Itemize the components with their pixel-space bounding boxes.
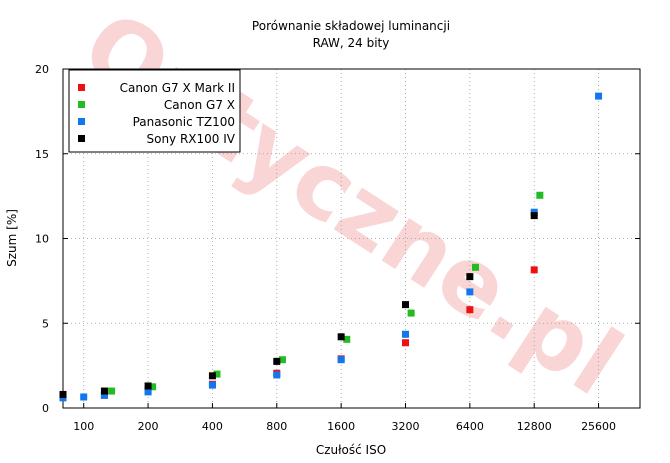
data-point-sony-rx100-iv — [466, 273, 474, 281]
data-point-canon-g7-x — [108, 387, 116, 395]
x-tick-label: 12800 — [517, 420, 552, 433]
legend-marker — [78, 101, 85, 108]
data-point-panasonic-tz100 — [337, 356, 345, 364]
x-tick-label: 3200 — [391, 420, 419, 433]
data-points — [59, 92, 603, 402]
chart-title: Porównanie składowej luminancji — [252, 19, 450, 33]
legend-marker — [78, 135, 85, 142]
data-point-canon-g7-x — [343, 335, 351, 343]
legend-box — [68, 69, 241, 153]
x-tick-label: 200 — [138, 420, 159, 433]
data-point-canon-g7-x-mark-ii — [530, 266, 538, 274]
watermark: Optyczne.pl — [65, 0, 640, 416]
legend-marker — [78, 84, 85, 91]
x-tick-label: 6400 — [456, 420, 484, 433]
data-point-panasonic-tz100 — [401, 330, 409, 338]
y-tick-label: 20 — [35, 63, 49, 76]
data-point-sony-rx100-iv — [59, 390, 67, 398]
data-point-sony-rx100-iv — [401, 301, 409, 309]
chart-subtitle: RAW, 24 bity — [313, 36, 390, 50]
y-tick-label: 0 — [42, 402, 49, 415]
data-point-canon-g7-x — [536, 191, 544, 199]
legend-label: Panasonic TZ100 — [133, 115, 235, 129]
x-tick-label: 25600 — [581, 420, 616, 433]
x-tick-label: 800 — [266, 420, 287, 433]
data-point-panasonic-tz100 — [595, 92, 603, 100]
data-point-canon-g7-x — [407, 309, 415, 317]
data-point-canon-g7-x-mark-ii — [466, 306, 474, 314]
x-axis-label: Czułość ISO — [316, 443, 386, 457]
legend-label: Sony RX100 IV — [146, 132, 235, 146]
x-tick-label: 100 — [73, 420, 94, 433]
data-point-canon-g7-x-mark-ii — [401, 339, 409, 347]
data-point-panasonic-tz100 — [466, 288, 474, 296]
data-point-panasonic-tz100 — [100, 391, 108, 399]
y-tick-label: 10 — [35, 233, 49, 246]
data-point-canon-g7-x — [278, 356, 286, 364]
data-point-canon-g7-x — [213, 370, 221, 378]
data-point-sony-rx100-iv — [144, 382, 152, 390]
data-point-sony-rx100-iv — [337, 333, 345, 341]
data-point-sony-rx100-iv — [273, 357, 281, 365]
y-tick-label: 5 — [42, 317, 49, 330]
data-point-sony-rx100-iv — [530, 212, 538, 220]
legend: Canon G7 X Mark II Canon G7 X Panasonic TZ… — [68, 69, 241, 153]
data-point-panasonic-tz100 — [273, 371, 281, 379]
x-tick-label: 1600 — [327, 420, 355, 433]
data-point-sony-rx100-iv — [100, 387, 108, 395]
y-axis-label: Szum [%] — [5, 209, 19, 267]
legend-label: Canon G7 X — [164, 98, 235, 112]
legend-label: Canon G7 X Mark II — [120, 81, 235, 95]
data-point-canon-g7-x — [471, 263, 479, 271]
data-point-canon-g7-x — [149, 383, 157, 391]
plot-frame — [62, 68, 641, 409]
data-point-panasonic-tz100 — [144, 388, 152, 396]
data-point-panasonic-tz100 — [80, 393, 88, 401]
y-tick-label: 15 — [35, 148, 49, 161]
x-tick-label: 400 — [202, 420, 223, 433]
legend-marker — [78, 118, 85, 125]
data-point-sony-rx100-iv — [208, 372, 216, 380]
data-point-panasonic-tz100 — [208, 381, 216, 389]
tick-labels: 100 200 400 800 1600 3200 6400 12800 25600 0 5 10 15… — [35, 63, 640, 433]
